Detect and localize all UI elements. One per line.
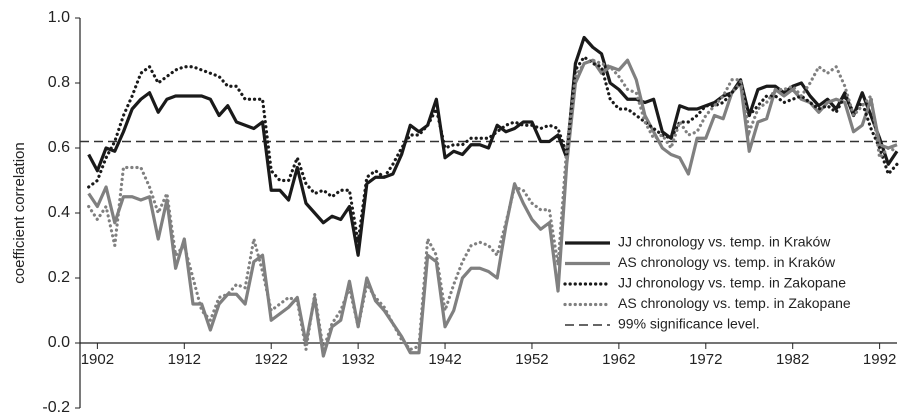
x-tick-label: 1922	[255, 351, 288, 368]
x-tick-label: 1972	[689, 351, 722, 368]
series-line	[87, 35, 899, 257]
y-tick-label: 0.2	[48, 269, 70, 286]
x-tick-label: 1992	[863, 351, 896, 368]
legend-label: AS chronology vs. temp. in Zakopane	[618, 295, 851, 311]
x-tick-label: 1902	[81, 351, 114, 368]
x-tick-label: 1932	[341, 351, 374, 368]
x-tick-label: 1942	[428, 351, 461, 368]
series-line	[87, 54, 899, 243]
y-tick-label: 1.0	[48, 9, 70, 26]
x-tick-label: 1912	[168, 351, 201, 368]
x-tick-label: 1962	[602, 351, 635, 368]
x-tick-label: 1952	[515, 351, 548, 368]
legend-label: JJ chronology vs. temp. in Kraków	[618, 234, 831, 250]
legend-label: AS chronology vs. temp. in Kraków	[618, 254, 836, 270]
x-tick-label: 1982	[776, 351, 809, 368]
y-tick-label: -0.2	[42, 399, 70, 416]
y-tick-label: 0.4	[48, 204, 70, 221]
series-line	[87, 58, 899, 352]
legend-label: JJ chronology vs. temp. in Zakopane	[618, 275, 846, 291]
y-tick-label: 0.8	[48, 74, 70, 91]
legend-label: 99% significance level.	[618, 316, 760, 332]
series-line	[87, 58, 898, 358]
y-tick-label: 0.0	[48, 334, 70, 351]
y-tick-label: 0.6	[48, 139, 70, 156]
y-axis-label: coefficient correlation	[11, 142, 28, 283]
